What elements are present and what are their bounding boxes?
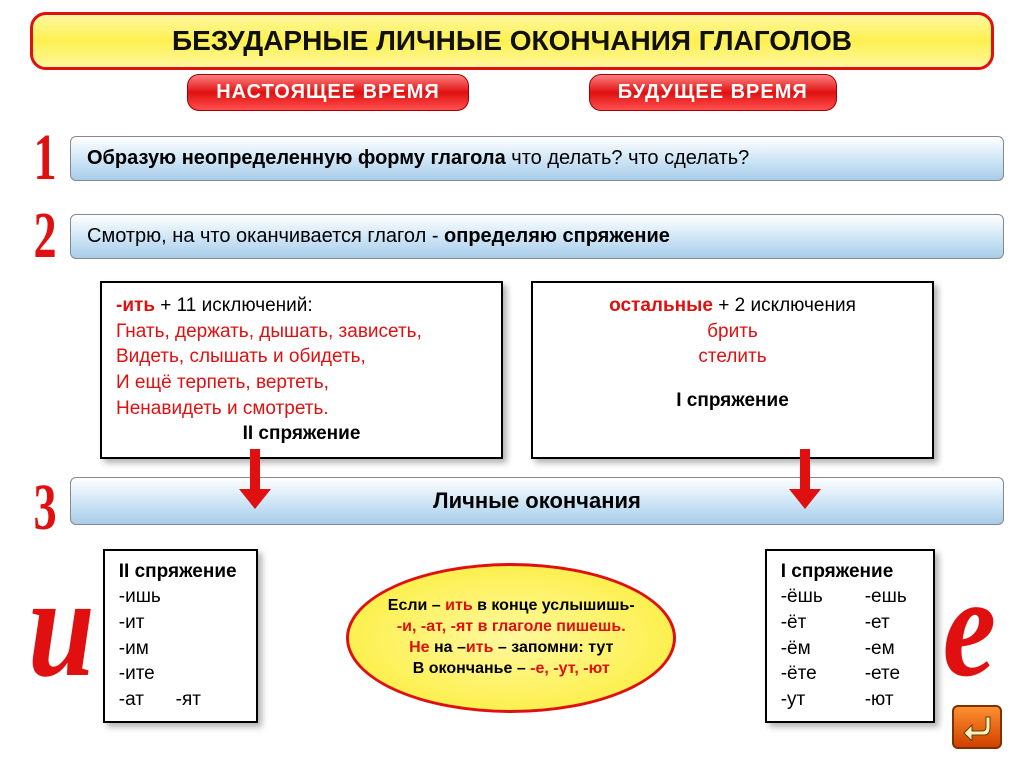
tense-row: НАСТОЯЩЕЕ ВРЕМЯ БУДУЩЕЕ ВРЕМЯ: [20, 74, 1004, 111]
ov-l1c: в конце услышишь-: [477, 597, 635, 614]
rule-box-i: остальные + 2 исключения брить стелить I…: [531, 281, 934, 459]
main-title: БЕЗУДАРНЫЕ ЛИЧНЫЕ ОКОНЧАНИЯ ГЛАГОЛОВ: [30, 12, 994, 70]
e1-r4a: -ёте: [781, 661, 835, 687]
step-2-number: 2: [28, 203, 63, 269]
rb2-head-rest: + 11 исключений:: [155, 295, 313, 316]
ov-l3a: Не: [409, 639, 434, 656]
rb1-ex2: стелить: [547, 344, 918, 370]
ov-l3b: на –: [434, 639, 466, 656]
e1-r1b: -ешь: [865, 584, 919, 610]
e2-4: -ите: [119, 661, 242, 687]
letter-e: е: [943, 569, 996, 684]
step-2-lead: Смотрю, на что оканчивается глагол -: [87, 225, 444, 247]
rb2-l2: Видеть, слышать и обидеть,: [116, 344, 487, 370]
ov-l4b: -е, -ут, -ют: [530, 660, 610, 677]
rb2-head: -ить: [116, 295, 155, 316]
rb1-conj: I спряжение: [547, 388, 918, 414]
step-2-bold: определяю спряжение: [444, 225, 670, 247]
ov-l1b: ить: [445, 597, 477, 614]
step-1-row: 1 Образую неопределенную форму глагола ч…: [20, 125, 1004, 191]
arrow-right: [800, 449, 810, 491]
rb2-conj: II спряжение: [116, 421, 487, 447]
e1-r3a: -ём: [781, 636, 835, 662]
step-3-bar: Личные окончания: [70, 477, 1004, 525]
step-2-row: 2 Смотрю, на что оканчивается глагол - о…: [20, 203, 1004, 269]
rb1-head-rest: + 2 исключения: [713, 295, 856, 316]
e2-6: -ят: [176, 689, 201, 710]
ov-l2: -и, -ат, -ят в глаголе пишешь.: [397, 617, 626, 638]
e1-r3b: -ем: [865, 636, 919, 662]
mnemonic-oval: Если – ить в конце услышишь- -и, -ат, -я…: [346, 563, 676, 713]
rule-box-ii: -ить + 11 исключений: Гнать, держать, ды…: [100, 281, 503, 459]
ov-l3c: ить: [466, 639, 494, 656]
endings-box-i: I спряжение -ёшь-ешь -ёт-ет -ём-ем -ёте-…: [765, 549, 935, 723]
e1-r2b: -ет: [865, 610, 919, 636]
step-1-bar: Образую неопределенную форму глагола что…: [70, 136, 1004, 181]
e2-hdr: II спряжение: [119, 559, 242, 585]
rb1-head: остальные: [609, 295, 713, 316]
e1-r4b: -ете: [865, 661, 919, 687]
e1-r1a: -ёшь: [781, 584, 835, 610]
rb2-l3: И ещё терпеть, вертеть,: [116, 370, 487, 396]
e2-5: -ат: [119, 689, 144, 710]
e1-hdr: I спряжение: [781, 559, 919, 585]
step-3-number: 3: [28, 475, 63, 541]
ov-l3d: – запомни: тут: [493, 639, 613, 656]
e2-1: -ишь: [119, 584, 242, 610]
step-1-number: 1: [28, 125, 63, 191]
e2-2: -ит: [119, 610, 242, 636]
step-1-bold: Образую неопределенную форму глагола: [87, 147, 506, 169]
ov-l4a: В окончанье –: [413, 660, 530, 677]
ov-l1a: Если –: [388, 597, 445, 614]
e1-r2a: -ёт: [781, 610, 835, 636]
e1-r5b: -ют: [865, 687, 919, 713]
present-tense-pill: НАСТОЯЩЕЕ ВРЕМЯ: [187, 74, 469, 111]
step-3-wrap: 3 Личные окончания: [20, 453, 1004, 541]
rule-boxes-row: -ить + 11 исключений: Гнать, держать, ды…: [100, 281, 934, 459]
rb2-l4: Ненавидеть и смотреть.: [116, 396, 487, 422]
rb2-l1: Гнать, держать, дышать, зависеть,: [116, 319, 487, 345]
letter-i: и: [28, 569, 95, 684]
oval-text: Если – ить в конце услышишь- -и, -ат, -я…: [346, 563, 676, 713]
endings-row: и II спряжение -ишь -ит -им -ите -ат -ят…: [20, 549, 1004, 723]
step-2-bar: Смотрю, на что оканчивается глагол - опр…: [70, 214, 1004, 259]
return-arrow-icon: [962, 713, 992, 741]
e1-r5a: -ут: [781, 687, 835, 713]
endings-box-ii: II спряжение -ишь -ит -им -ите -ат -ят: [103, 549, 258, 723]
future-tense-pill: БУДУЩЕЕ ВРЕМЯ: [589, 74, 837, 111]
rb1-ex1: брить: [547, 319, 918, 345]
e2-3: -им: [119, 636, 242, 662]
step-1-rest: что делать? что сделать?: [506, 147, 750, 169]
return-button[interactable]: [952, 705, 1002, 749]
arrow-left: [250, 449, 260, 491]
